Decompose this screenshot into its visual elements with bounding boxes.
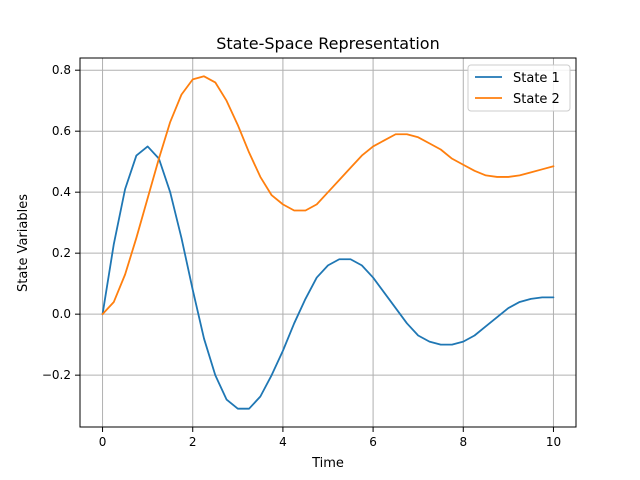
legend-label-1: State 1: [513, 71, 560, 86]
legend-label-2: State 2: [513, 92, 560, 107]
x-axis-label: Time: [311, 456, 344, 471]
x-tick-label: 4: [279, 435, 287, 449]
x-tick-label: 0: [99, 435, 107, 449]
x-tick-label: 8: [459, 435, 467, 449]
grid-lines: [80, 58, 576, 427]
plot-frame: [79, 57, 577, 428]
series-line-2: [101, 75, 555, 316]
ticks-layer: 0 2 4 6 8 10 −0.2 0.0 0.2 0.4 0.6 0.8: [42, 63, 561, 449]
x-tick-label: 2: [189, 435, 197, 449]
y-tick-label: 0.8: [52, 63, 71, 77]
x-tick-label: 6: [369, 435, 377, 449]
axes-layer: [79, 57, 577, 428]
y-tick-label: 0.2: [52, 246, 71, 260]
series-line-1: [101, 145, 555, 410]
y-tick-label: 0.6: [52, 124, 71, 138]
series-layer: [101, 75, 555, 410]
x-tick-label: 10: [546, 435, 561, 449]
y-tick-label: −0.2: [42, 368, 71, 382]
y-tick-label: 0.4: [52, 185, 71, 199]
y-tick-label: 0.0: [52, 307, 71, 321]
y-axis-label: State Variables: [16, 194, 31, 292]
legend: State 1 State 2: [467, 64, 571, 112]
chart-title: State-Space Representation: [216, 34, 439, 53]
